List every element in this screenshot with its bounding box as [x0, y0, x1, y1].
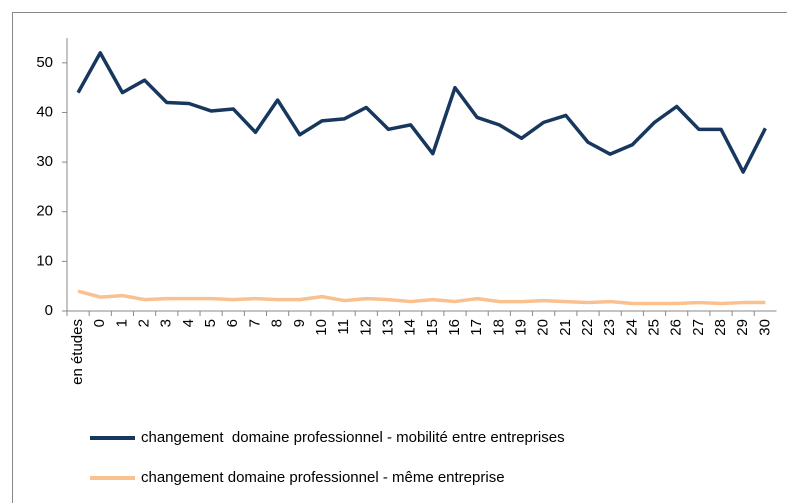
x-tick-label: 13: [379, 319, 396, 336]
y-tick-label: 20: [36, 203, 53, 220]
x-tick-label: 1: [113, 319, 130, 327]
y-tick-label: 10: [36, 252, 53, 269]
x-tick-label: 24: [623, 319, 640, 336]
line-series: [77, 289, 766, 306]
x-tick-label: 20: [535, 319, 552, 336]
x-tick-label: 30: [756, 319, 773, 336]
x-tick-label: 0: [91, 319, 108, 327]
x-tick-label: 5: [202, 319, 219, 327]
x-tick-label: 18: [490, 319, 507, 336]
line-series: [76, 51, 767, 174]
x-tick-label: 11: [335, 319, 352, 335]
x-tick-label: 4: [180, 319, 197, 327]
x-tick-label: 8: [269, 319, 286, 327]
x-tick-label: en études: [69, 319, 86, 385]
x-tick-label: 29: [734, 319, 751, 336]
x-tick-label: 16: [446, 319, 463, 336]
x-tick-label: 9: [291, 319, 308, 327]
x-tick-label: 2: [136, 319, 153, 327]
x-tick-label: 3: [158, 319, 175, 327]
x-tick-label: 26: [668, 319, 685, 336]
y-tick-label: 0: [45, 302, 53, 319]
y-tick-label: 40: [36, 103, 53, 120]
x-tick-label: 7: [246, 319, 263, 327]
x-tick-label: 21: [557, 319, 574, 336]
x-tick-label: 28: [712, 319, 729, 336]
legend-label: changement domaine professionnel - même …: [141, 469, 505, 486]
x-tick-label: 10: [313, 319, 330, 336]
x-tick-label: 27: [690, 319, 707, 336]
x-tick-label: 22: [579, 319, 596, 336]
x-tick-label: 6: [224, 319, 241, 327]
y-tick-label: 50: [36, 54, 53, 71]
x-tick-label: 12: [357, 319, 374, 336]
x-tick-label: 17: [468, 319, 485, 336]
x-tick-label: 14: [402, 319, 419, 336]
chart-frame: [12, 12, 787, 503]
x-tick-label: 23: [601, 319, 618, 336]
legend-label: changement domaine professionnel - mobil…: [141, 429, 565, 446]
x-tick-label: 19: [512, 319, 529, 336]
x-tick-label: 25: [645, 319, 662, 336]
x-tick-label: 15: [424, 319, 441, 336]
y-tick-label: 30: [36, 153, 53, 170]
